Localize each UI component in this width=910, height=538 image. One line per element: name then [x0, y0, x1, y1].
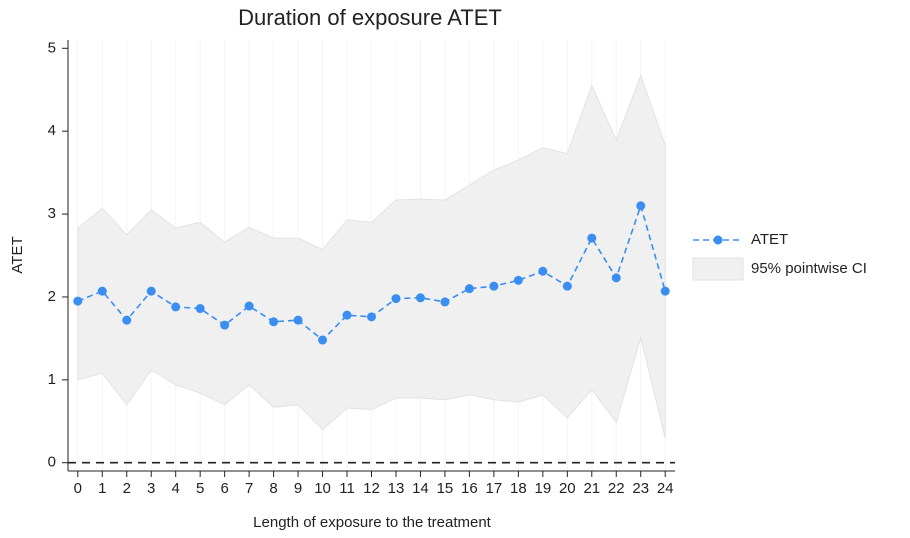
y-tick-label: 4: [48, 122, 56, 139]
x-tick-label: 23: [632, 480, 649, 497]
point: [464, 284, 474, 294]
legend-swatch: [692, 257, 744, 281]
x-tick-label: 8: [269, 480, 277, 497]
ci-area: [77, 74, 666, 438]
x-tick-label: 12: [363, 480, 380, 497]
point: [220, 320, 230, 330]
y-tick-label: 1: [48, 371, 56, 388]
x-tick-label: 18: [510, 480, 527, 497]
y-tick-label: 2: [48, 288, 56, 305]
point: [513, 275, 523, 285]
legend-marker: [713, 235, 723, 245]
point: [318, 335, 328, 345]
x-tick-label: 20: [559, 480, 576, 497]
point: [367, 312, 376, 322]
y-tick-label: 0: [48, 454, 56, 471]
point: [171, 302, 181, 312]
x-tick-label: 17: [486, 480, 503, 497]
point: [73, 296, 83, 306]
x-tick-label: 15: [437, 480, 454, 497]
point: [415, 293, 425, 303]
point: [587, 233, 597, 243]
point: [538, 266, 548, 276]
x-tick-label: 7: [245, 480, 253, 497]
x-tick-label: 11: [339, 480, 355, 497]
x-tick-label: 6: [220, 480, 228, 497]
x-tick-label: 13: [388, 480, 405, 497]
y-tick-label: 5: [48, 39, 56, 56]
point: [195, 304, 205, 314]
point: [293, 315, 303, 325]
x-tick-label: 1: [98, 480, 106, 497]
point: [146, 286, 156, 296]
legend-label: ATET: [751, 231, 788, 248]
x-tick-label: 21: [583, 480, 600, 497]
x-tick-label: 14: [412, 480, 429, 497]
x-tick-label: 0: [74, 480, 82, 497]
point: [660, 286, 670, 296]
point: [489, 281, 499, 291]
point: [269, 317, 279, 327]
x-tick-label: 4: [172, 480, 180, 497]
y-tick-label: 3: [48, 205, 56, 222]
point: [342, 310, 352, 320]
x-tick-label: 19: [534, 480, 551, 497]
point: [562, 281, 572, 291]
point: [636, 201, 646, 211]
x-tick-label: 3: [147, 480, 155, 497]
point: [244, 301, 254, 311]
point: [97, 286, 107, 296]
point: [391, 294, 401, 304]
x-tick-label: 22: [608, 480, 625, 497]
y-axis-title: ATET: [9, 236, 26, 273]
point: [611, 273, 621, 283]
x-tick-label: 2: [123, 480, 131, 497]
x-tick-label: 10: [314, 480, 331, 497]
x-tick-label: 5: [196, 480, 204, 497]
legend-label: 95% pointwise CI: [751, 260, 867, 277]
chart-title: Duration of exposure ATET: [238, 5, 502, 30]
x-axis-title: Length of exposure to the treatment: [253, 514, 491, 531]
x-tick-label: 9: [294, 480, 302, 497]
point: [440, 297, 450, 307]
point: [122, 315, 132, 325]
x-tick-label: 24: [657, 480, 674, 497]
x-tick-label: 16: [461, 480, 478, 497]
